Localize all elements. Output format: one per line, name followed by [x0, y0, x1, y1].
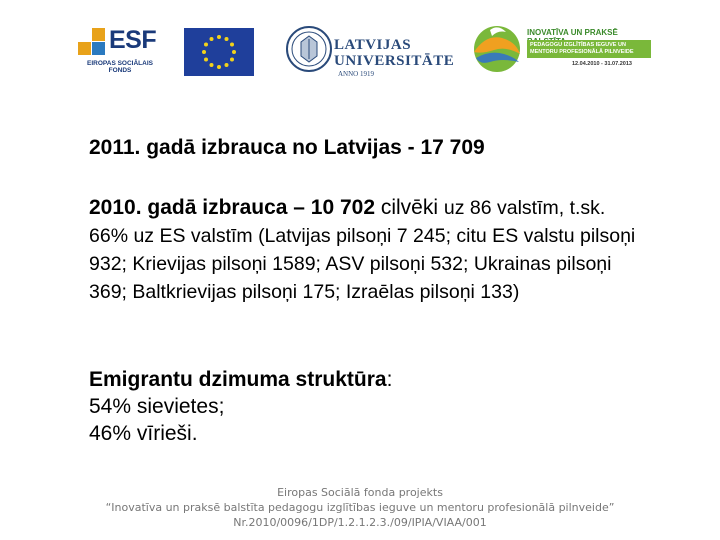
university-name-line1: LATVIJAS — [334, 37, 412, 53]
university-year: ANNO 1919 — [338, 70, 374, 78]
eu-flag-icon — [184, 28, 254, 76]
university-logo: LATVIJAS UNIVERSITĀTE ANNO 1919 — [286, 26, 456, 82]
footer: Eiropas Sociālā fonda projekts “Inovatīv… — [0, 485, 720, 530]
project-dates: 12.04.2010 - 31.07.2013 — [572, 61, 632, 67]
paragraph-2010-cont: cilvēki — [375, 196, 444, 219]
project-mark-icon — [474, 26, 520, 72]
logo-bar: ESF EIROPAS SOCIĀLAIS FONDS LATVIJAS UNI… — [0, 22, 720, 82]
esf-mark-icon — [78, 28, 105, 55]
paragraph-gender: Emigrantu dzimuma struktūra: 54% sieviet… — [89, 366, 392, 447]
university-name-line2: UNIVERSITĀTE — [334, 53, 455, 69]
paragraph-2010-rest: uz 86 valstīm, t.sk. 66% uz ES valstīm (… — [89, 197, 636, 303]
gender-heading-line: Emigrantu dzimuma struktūra: — [89, 366, 392, 393]
gender-heading: Emigrantu dzimuma struktūra — [89, 368, 387, 391]
paragraph-2010-lead: 2010. gadā izbrauca – 10 702 — [89, 196, 376, 219]
gender-item-women: 54% sievietes; — [89, 395, 225, 418]
gender-heading-colon: : — [386, 368, 393, 391]
project-logo: INOVATĪVA UN PRAKSĒ BALSTĪTA PEDAGOGU IZ… — [472, 24, 652, 84]
paragraph-2010: 2010. gadā izbrauca – 10 702 cilvēki uz … — [89, 194, 639, 306]
esf-subtitle: EIROPAS SOCIĀLAIS FONDS — [87, 60, 153, 74]
project-subtitle: PEDAGOGU IZGLĪTĪBAS IEGUVE UN MENTORU PR… — [527, 40, 651, 58]
university-name: LATVIJAS UNIVERSITĀTE — [334, 37, 454, 69]
esf-logo: ESF EIROPAS SOCIĀLAIS FONDS — [78, 26, 168, 84]
esf-word: ESF — [109, 26, 157, 54]
footer-line1: Eiropas Sociālā fonda projekts — [277, 486, 443, 499]
gender-item-men: 46% vīrieši. — [89, 422, 198, 445]
university-seal-icon — [286, 26, 332, 72]
footer-line2: “Inovatīva un praksē balstīta pedagogu i… — [105, 501, 615, 514]
footer-line3: Nr.2010/0096/1DP/1.2.1.2.3./09/IPIA/VIAA… — [233, 516, 487, 529]
paragraph-2011: 2011. gadā izbrauca no Latvijas - 17 709 — [89, 136, 485, 159]
